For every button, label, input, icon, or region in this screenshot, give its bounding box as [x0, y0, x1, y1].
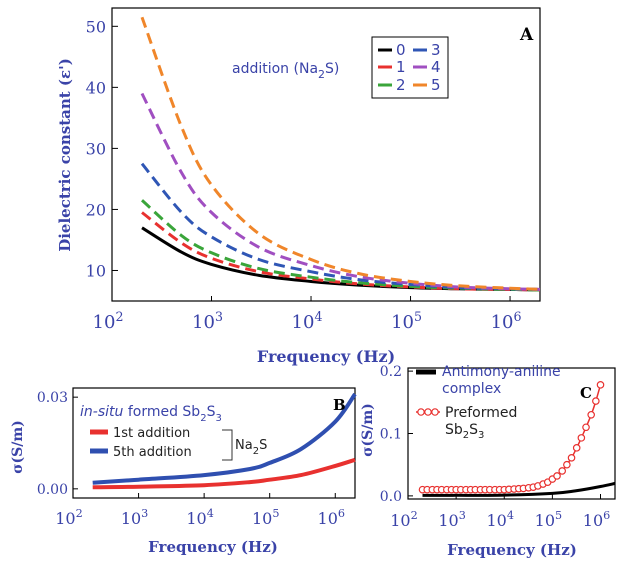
- preformed-point: [563, 460, 571, 469]
- panel-b-legend-bracket: [222, 429, 233, 461]
- panel-a-legend: 012 345: [378, 41, 441, 94]
- panel-c-x-tick-label: 105: [535, 509, 562, 530]
- panel-b-legend: 1st addition 5th addition: [90, 426, 192, 460]
- legend-label-antimony-aniline: Antimony-aniline complex: [442, 364, 561, 397]
- preformed-point: [582, 423, 590, 432]
- series-0-line: [141, 226, 541, 292]
- panel-c-x-tick-label: 103: [438, 509, 465, 530]
- panel-b-frame: [72, 387, 356, 499]
- legend-swatch-preformed-marker: [417, 408, 425, 416]
- legend-label-first-addition: 1st addition: [113, 426, 190, 441]
- legend-label-5: 5: [431, 76, 441, 94]
- panel-b-x-tick-label: 104: [186, 507, 213, 528]
- panel-b: 0.00 0.03 102 103 104 105 106 B in-situ formed…: [10, 387, 357, 556]
- panel-b-x-tick-label: 106: [318, 507, 345, 528]
- panel-b-y-tick-label: 0.00: [37, 482, 68, 498]
- panel-c-legend: Antimony-aniline complex Preformed Sb2S3: [416, 364, 561, 441]
- panel-a-label: A: [519, 25, 534, 45]
- series-5-line: [140, 16, 541, 291]
- legend-swatch-preformed-marker: [424, 408, 432, 416]
- panel-c-ticks: 0.0 0.1 0.2 102 103 104 105 106: [380, 364, 611, 530]
- panel-c-label: C: [580, 384, 592, 402]
- preformed-point: [558, 467, 567, 475]
- panel-b-label: B: [333, 396, 346, 414]
- legend-swatch-preformed-marker: [431, 408, 439, 416]
- panel-a-x-tick-label: 105: [391, 309, 422, 333]
- panel-a-x-tick-label: 102: [93, 309, 124, 333]
- panel-b-x-axis-title: Frequency (Hz): [148, 538, 278, 556]
- panel-a-y-tick-label: 10: [86, 261, 106, 280]
- panel-a-x-axis-title: Frequency (Hz): [257, 347, 395, 366]
- panel-a-y-axis-title: Dielectric constant (ε'): [56, 58, 74, 252]
- panel-c-y-tick-label: 0.0: [380, 489, 402, 505]
- preformed-point: [577, 434, 586, 442]
- panel-a-y-tick-label: 40: [86, 78, 106, 97]
- preformed-point: [567, 454, 576, 462]
- preformed-point: [596, 381, 605, 389]
- legend-label-2: 2: [396, 76, 406, 94]
- panel-c-y-tick-label: 0.2: [380, 364, 402, 380]
- legend-label-0: 0: [396, 41, 406, 59]
- panel-c-x-tick-label: 104: [487, 509, 514, 530]
- panel-b-annotation: in-situ formed Sb2S3: [80, 404, 222, 424]
- panel-a-frame: [111, 7, 541, 302]
- preformed-point: [592, 397, 600, 405]
- panel-c-x-axis-title: Frequency (Hz): [447, 541, 577, 559]
- panel-c-x-tick-label: 102: [390, 509, 417, 530]
- panel-a-x-tick-label: 106: [491, 309, 522, 333]
- preformed-point: [572, 444, 581, 452]
- panel-a-y-tick-label: 20: [86, 200, 106, 219]
- legend-label-4: 4: [431, 58, 441, 76]
- panel-b-group-label: Na2S: [235, 438, 267, 457]
- panel-b-ticks: 0.00 0.03 102 103 104 105 106: [37, 390, 345, 528]
- panel-c-y-tick-label: 0.1: [380, 427, 402, 443]
- panel-b-x-tick-label: 102: [55, 507, 82, 528]
- panel-b-series: [92, 392, 357, 490]
- panel-b-x-tick-label: 105: [252, 507, 279, 528]
- preformed-point: [587, 410, 595, 419]
- series-first-addition-line: [92, 457, 356, 490]
- panel-b-y-tick-label: 0.03: [37, 390, 68, 406]
- panel-a-x-tick-label: 104: [292, 309, 323, 333]
- panel-a-x-tick-label: 103: [192, 309, 223, 333]
- legend-label-preformed: Preformed Sb2S3: [445, 405, 517, 441]
- legend-label-1: 1: [396, 58, 406, 76]
- panel-a-y-tick-label: 50: [86, 17, 106, 36]
- preformed-point: [553, 472, 561, 480]
- panel-b-y-axis-title: σ(S/m): [10, 420, 26, 474]
- panel-a-legend-title: addition (Na2S): [232, 61, 339, 81]
- panel-a-y-tick-label: 30: [86, 139, 106, 158]
- series-fifth-addition-line: [92, 392, 357, 485]
- panel-c-y-axis-title: σ(S/m): [360, 403, 376, 457]
- panel-c-x-tick-label: 106: [583, 509, 610, 530]
- legend-label-fifth-addition: 5th addition: [113, 445, 192, 460]
- legend-label-3: 3: [431, 41, 441, 59]
- panel-a-series: [140, 16, 541, 292]
- panel-c: 0.0 0.1 0.2 102 103 104 105 106 C Antimony-anil…: [360, 364, 616, 559]
- panel-b-x-tick-label: 103: [121, 507, 148, 528]
